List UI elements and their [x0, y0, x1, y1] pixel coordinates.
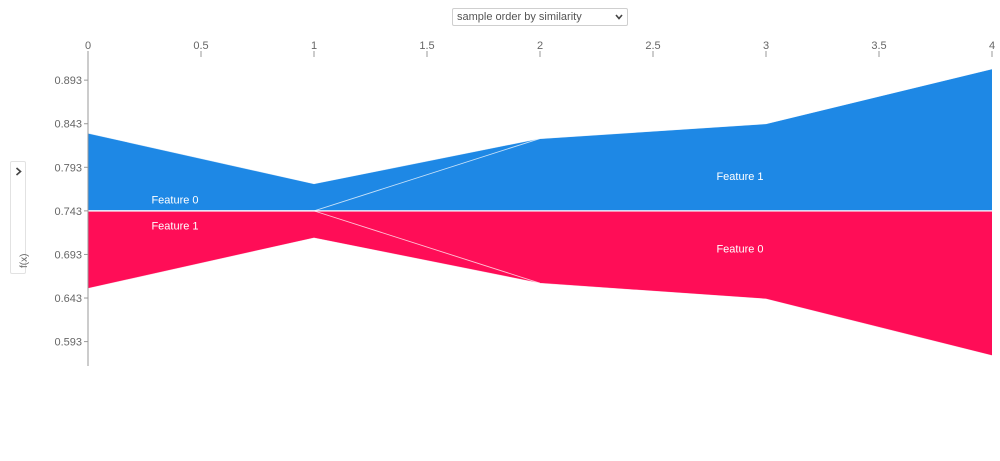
- order-select-value: sample order by similarity: [457, 11, 582, 23]
- chevron-down-icon: [615, 14, 623, 20]
- feature-label: Feature 0: [151, 195, 198, 207]
- y-tick-label: 0.743: [54, 206, 82, 218]
- x-tick-label: 0.5: [193, 40, 208, 52]
- feature-label: Feature 0: [716, 243, 763, 255]
- x-tick-label: 4: [989, 40, 995, 52]
- x-tick-label: 1: [311, 40, 317, 52]
- y-tick-label: 0.893: [54, 75, 82, 87]
- feature-divider-line-lower: [313, 210, 541, 284]
- feature-label: Feature 1: [716, 171, 763, 183]
- y-tick-label: 0.593: [54, 337, 82, 349]
- positive-area: [88, 68, 992, 211]
- x-tick-label: 1.5: [419, 40, 434, 52]
- y-tick-label: 0.643: [54, 293, 82, 305]
- feature-label: Feature 1: [151, 221, 198, 233]
- chevron-right-icon: [15, 167, 22, 176]
- x-tick-label: 0: [85, 40, 91, 52]
- feature-divider-line: [88, 68, 993, 212]
- y-tick-label: 0.843: [54, 119, 82, 131]
- y-tick-label: 0.693: [54, 249, 82, 261]
- order-select[interactable]: sample order by similarity: [452, 8, 628, 26]
- x-tick-label: 2.5: [645, 40, 660, 52]
- x-tick-label: 3.5: [871, 40, 886, 52]
- y-tick-label: 0.793: [54, 162, 82, 174]
- x-tick-label: 2: [537, 40, 543, 52]
- side-panel-toggle[interactable]: f(x): [10, 161, 30, 274]
- x-tick-label: 3: [763, 40, 769, 52]
